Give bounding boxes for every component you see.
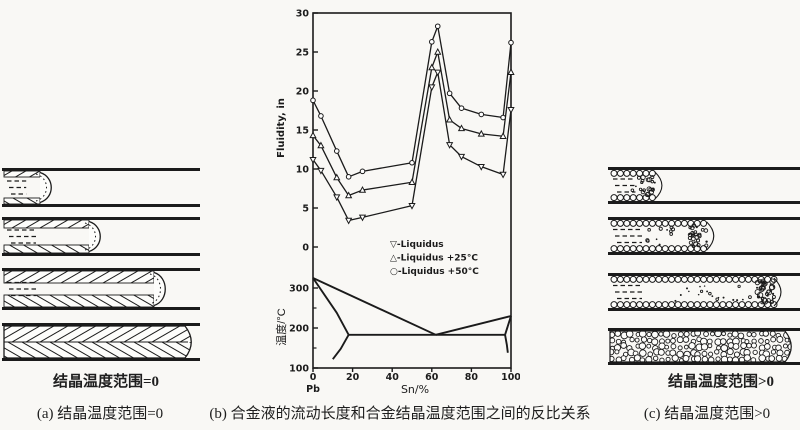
panel-a-tubes-svg <box>2 168 200 361</box>
series-triangle-down <box>309 69 515 225</box>
svg-text:○-Liquidus +50°C: ○-Liquidus +50°C <box>390 267 479 277</box>
panel-c-tubes-svg <box>608 167 800 365</box>
svg-text:200: 200 <box>289 324 309 335</box>
series-triangle-up <box>309 47 515 199</box>
svg-text:25: 25 <box>296 48 309 59</box>
tube-walls <box>608 328 800 365</box>
fluidity-phase-diagram-svg: 0 20 40 60 80 100 Pb Sn/% 0 5 10 15 20 25 30 Fluidity, … <box>274 9 520 397</box>
svg-text:温度/°C: 温度/°C <box>274 308 288 345</box>
wall-crystal-beads <box>610 275 778 309</box>
tube-walls <box>2 268 200 310</box>
svg-text:Sn/%: Sn/% <box>401 383 429 396</box>
liquid-dashes <box>613 178 636 193</box>
svg-text:20: 20 <box>346 372 360 383</box>
tube-walls <box>608 217 800 255</box>
svg-text:0: 0 <box>310 372 317 383</box>
subcaption-c: (c) 结晶温度范围>0 <box>643 406 771 422</box>
liquidus-left <box>312 277 437 336</box>
panel-a-zero-range-illustration: 结晶温度范围=0 <box>0 152 240 402</box>
solvus-sn <box>504 334 509 353</box>
tube-stage-1 <box>2 168 200 207</box>
solidus-sn <box>504 315 512 336</box>
legend: ▽-Liquidus △-Liquidus +25°C ○-Liquidus +50… <box>390 240 479 277</box>
tube-stage-3 <box>2 268 200 310</box>
svg-text:30: 30 <box>296 9 310 20</box>
svg-text:Fluidity, in: Fluidity, in <box>276 98 287 158</box>
liquid-dashes <box>7 229 36 244</box>
svg-text:20: 20 <box>296 87 310 98</box>
tube-walls <box>2 168 200 207</box>
tube-walls <box>2 217 200 256</box>
svg-text:5: 5 <box>302 204 309 215</box>
subcaption-a: (a) 结晶温度范围=0 <box>36 406 164 422</box>
liquid-dashes <box>7 281 36 297</box>
equiaxed-grain-fill <box>610 331 792 362</box>
solidified-fill <box>4 326 192 358</box>
liquidus-right <box>435 315 512 336</box>
tube-stage-4 <box>2 323 200 361</box>
svg-text:10: 10 <box>296 165 310 176</box>
panel-c-positive-range-illustration: 结晶温度范围>0 <box>595 152 800 402</box>
figure-b-fluidity-and-phase-diagram: 0 20 40 60 80 100 Pb Sn/% 0 5 10 15 20 25 30 Fluidity, … <box>270 0 520 400</box>
solidification-front <box>84 220 101 253</box>
floating-grain-dots <box>630 174 656 198</box>
x-axis-sn-percent: 0 20 40 60 80 100 Pb Sn/% <box>306 368 520 396</box>
liquid-dashes <box>7 180 27 195</box>
fluidity-axis: 0 5 10 15 20 25 30 Fluidity, in <box>276 9 318 254</box>
solvus-pb <box>332 334 350 360</box>
svg-text:15: 15 <box>296 126 309 137</box>
svg-text:100: 100 <box>501 372 520 383</box>
tube-walls <box>2 323 200 361</box>
tube-walls <box>608 273 800 311</box>
svg-text:300: 300 <box>289 284 309 295</box>
liquid-dashes <box>613 228 642 244</box>
svg-text:Pb: Pb <box>306 384 320 395</box>
flow-front-outline <box>654 171 663 200</box>
svg-text:0: 0 <box>302 243 309 254</box>
solidification-front <box>149 271 166 307</box>
chart-frame <box>312 12 512 369</box>
svg-text:100: 100 <box>289 364 309 375</box>
series-circle <box>310 23 514 180</box>
svg-text:▽-Liquidus: ▽-Liquidus <box>390 240 444 250</box>
tube-stage-2 <box>608 217 800 255</box>
wall-crystal-beads <box>610 169 656 202</box>
panel-c-caption: 结晶温度范围>0 <box>667 374 775 390</box>
flow-front-outline <box>706 221 715 251</box>
tube-stage-4 <box>608 328 800 365</box>
liquid-dashes <box>613 284 642 300</box>
temperature-axis: 100 200 300 温度/°C <box>274 284 318 375</box>
svg-text:△-Liquidus +25°C: △-Liquidus +25°C <box>390 254 478 264</box>
floating-grain-dots <box>674 278 776 305</box>
svg-text:80: 80 <box>465 372 479 383</box>
flow-front-outline <box>773 277 782 307</box>
tube-stage-2 <box>2 217 200 256</box>
solidified-band <box>3 270 155 308</box>
phase-diagram-lines <box>312 277 512 360</box>
panel-a-caption: 结晶温度范围=0 <box>52 374 160 390</box>
svg-text:60: 60 <box>425 372 439 383</box>
subcaption-b: (b) 合金液的流动长度和合金结晶温度范围之间的反比关系 <box>209 406 591 422</box>
svg-text:40: 40 <box>386 372 400 383</box>
solidus-pb <box>312 277 350 336</box>
tube-walls <box>608 167 800 204</box>
tube-stage-1 <box>608 167 800 204</box>
tube-stage-3 <box>608 273 800 311</box>
floating-grain-dots <box>645 223 709 248</box>
solidification-front <box>35 171 52 204</box>
